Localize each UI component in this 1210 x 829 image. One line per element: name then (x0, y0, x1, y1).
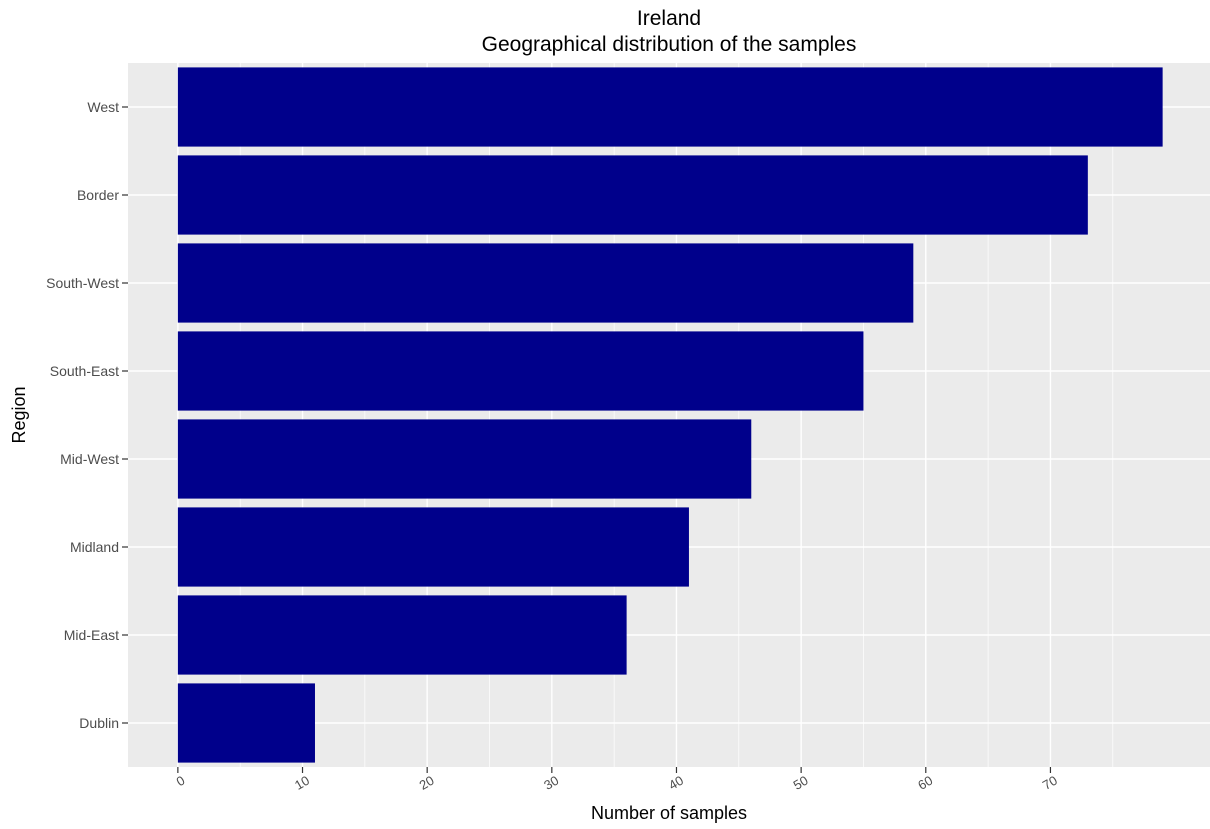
y-tick-label: South-West (46, 275, 119, 291)
y-tick-label: Mid-West (60, 451, 119, 467)
y-tick-label: South-East (50, 363, 119, 379)
x-tick-label: 40 (666, 773, 686, 793)
bar-west (177, 67, 1163, 147)
bar-border (177, 155, 1088, 235)
x-tick-label: 10 (292, 773, 312, 793)
bar-south-east (177, 331, 864, 411)
x-tick-label: 30 (541, 773, 561, 793)
bar-mid-east (177, 595, 627, 675)
y-axis: West Border South-West South-East Mid-West Mi… (46, 99, 128, 731)
y-tick-label: Mid-East (64, 627, 119, 643)
y-axis-title: Region (9, 386, 29, 443)
x-tick-label: 0 (174, 773, 188, 790)
chart-title: Ireland (637, 7, 701, 30)
bar-south-west (177, 243, 914, 323)
chart-subtitle: Geographical distribution of the samples (482, 33, 857, 56)
x-tick-label: 20 (417, 773, 437, 793)
y-tick-label: Midland (70, 539, 119, 555)
y-tick-label: Dublin (79, 715, 119, 731)
x-axis-title: Number of samples (591, 803, 747, 823)
x-tick-label: 70 (1040, 773, 1060, 793)
bar-dublin (177, 683, 315, 763)
x-axis: 0 10 20 30 40 50 60 70 (174, 767, 1060, 793)
x-tick-label: 50 (791, 773, 811, 793)
bar-mid-west (177, 419, 752, 499)
bars (177, 67, 1163, 763)
bar-midland (177, 507, 689, 587)
y-tick-label: Border (77, 187, 119, 203)
y-tick-label: West (87, 99, 119, 115)
x-tick-label: 60 (915, 773, 935, 793)
